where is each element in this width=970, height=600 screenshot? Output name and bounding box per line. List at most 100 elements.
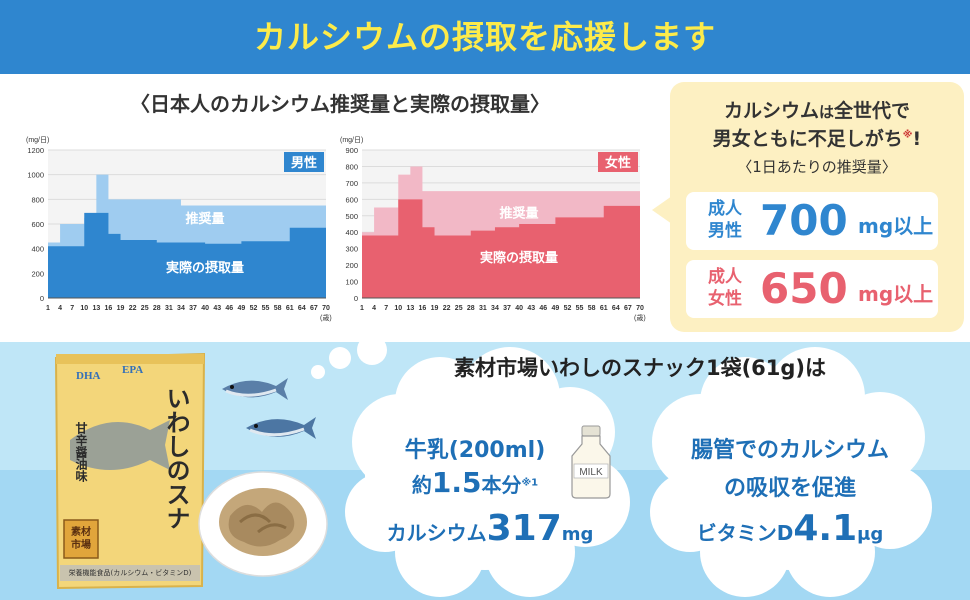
x-tick-label: 40: [515, 305, 523, 312]
male-chart: 0 200 400 600 800 1000 1200 1 4 7 10 13 16 19 22 25 28 31…: [26, 136, 332, 322]
info-ha: は: [818, 103, 834, 121]
female-value: 650: [760, 264, 848, 313]
y-axis-unit: (mg/日): [340, 136, 363, 144]
y-tick-label: 1000: [27, 171, 44, 180]
y-tick-label: 900: [345, 146, 358, 155]
y-tick-label: 500: [345, 212, 358, 221]
x-tick-label: 40: [201, 305, 209, 312]
x-tick-label: 61: [286, 305, 294, 312]
vitamin-value: 4.1: [793, 508, 858, 549]
y-axis-unit: (mg/日): [26, 136, 49, 144]
milk-equivalent-line-1: 牛乳(200ml): [380, 432, 570, 464]
y-tick-label: 0: [40, 294, 44, 303]
section-title: 〈日本人のカルシウム推奨量と実際の摂取量〉: [130, 92, 550, 116]
gender-badge-label: 男性: [291, 155, 317, 171]
x-tick-label: 4: [58, 305, 62, 312]
package-brand: 素材 市場: [71, 527, 91, 551]
milk-200ml: 牛乳(200ml): [404, 438, 546, 463]
info-note-mark: ※: [902, 129, 913, 141]
x-tick-label: 28: [467, 305, 475, 312]
vitamin-intestine: 腸管でのカルシウム: [690, 438, 889, 463]
female-unit: mg以上: [858, 282, 934, 306]
package-dha: DHA: [76, 370, 101, 382]
x-tick-label: 1: [360, 305, 364, 312]
calcium-value: 317: [486, 508, 562, 549]
x-tick-label: 10: [394, 305, 402, 312]
snack-plate: [198, 471, 328, 577]
bubble-small-2: [329, 347, 351, 369]
package-footer: 栄養機能食品(カルシウム・ビタミンD): [68, 569, 192, 577]
x-tick-label: 46: [539, 305, 547, 312]
female-label: 成人 女性: [708, 267, 742, 309]
sardine-icon-1: [222, 378, 288, 400]
x-tick-label: 67: [624, 305, 632, 312]
info-shortage: 男女ともに不足しがち: [712, 128, 903, 150]
package-epa: EPA: [122, 364, 144, 376]
vitamin-line-1: 腸管でのカルシウム: [690, 432, 890, 464]
y-tick-label: 100: [345, 278, 358, 287]
vitamin-line-3: ビタミンD4.1μg: [680, 508, 900, 549]
y-tick-label: 0: [354, 294, 358, 303]
x-tick-label: 67: [310, 305, 318, 312]
x-tick-label: 52: [564, 305, 572, 312]
milk-equivalent-line-2: 約1.5本分※1: [380, 466, 570, 499]
x-tick-label: 13: [406, 305, 414, 312]
sardine-icon-2: [246, 417, 316, 439]
y-tick-label: 800: [31, 195, 44, 204]
male-label: 成人 男性: [708, 199, 742, 241]
x-tick-label: 22: [129, 305, 137, 312]
x-tick-label: 61: [600, 305, 608, 312]
info-all-gen: 全世代で: [834, 100, 911, 122]
male-recommendation-card: 成人 男性 700 mg以上: [686, 192, 938, 250]
vitamin-label: ビタミンD: [696, 521, 794, 545]
series-actual-label: 実際の摂取量: [166, 260, 244, 276]
x-tick-label: 37: [189, 305, 197, 312]
x-tick-label: 58: [588, 305, 596, 312]
right-cloud-shape: [650, 347, 932, 597]
x-tick-label: 31: [479, 305, 487, 312]
x-tick-label: 31: [165, 305, 173, 312]
info-daily-label: 〈1日あたりの推奨量〉: [737, 158, 897, 176]
info-exclaim: !: [912, 128, 922, 150]
series-actual-area: [48, 212, 326, 298]
y-tick-label: 800: [345, 162, 358, 171]
x-tick-label: 43: [527, 305, 535, 312]
x-tick-label: 10: [80, 305, 88, 312]
y-tick-label: 600: [345, 195, 358, 204]
x-tick-label: 7: [384, 305, 388, 312]
x-tick-label: 70: [322, 305, 330, 312]
x-axis-unit: (歳): [634, 313, 646, 322]
x-tick-label: 43: [213, 305, 221, 312]
info-pointer: [652, 196, 672, 224]
package-bag: [54, 352, 206, 590]
x-tick-label: 52: [250, 305, 258, 312]
x-tick-label: 34: [491, 305, 499, 312]
info-line-1: カルシウムは全世代で: [670, 96, 964, 123]
x-tick-label: 58: [274, 305, 282, 312]
female-recommendation-card: 成人 女性 650 mg以上: [686, 260, 938, 318]
header-banner: カルシウムの摂取を応援します: [0, 0, 970, 74]
series-actual-label: 実際の摂取量: [480, 250, 558, 266]
x-tick-label: 4: [372, 305, 376, 312]
series-recommended-label: 推奨量: [499, 205, 538, 221]
x-tick-label: 55: [576, 305, 584, 312]
info-line-3: 〈1日あたりの推奨量〉: [670, 156, 964, 177]
calcium-unit: mg: [561, 524, 594, 545]
x-tick-label: 37: [503, 305, 511, 312]
x-tick-label: 34: [177, 305, 185, 312]
x-tick-label: 19: [431, 305, 439, 312]
y-tick-label: 1200: [27, 146, 44, 155]
y-tick-label: 400: [31, 245, 44, 254]
x-tick-label: 16: [105, 305, 113, 312]
x-tick-label: 49: [551, 305, 559, 312]
gender-badge: [598, 152, 638, 172]
calcium-label: カルシウム: [386, 521, 487, 545]
gender-badge: [284, 152, 324, 172]
x-tick-label: 28: [153, 305, 161, 312]
x-tick-label: 19: [117, 305, 125, 312]
header-title: カルシウムの摂取を応援します: [253, 18, 716, 56]
series-recommended-label: 推奨量: [185, 211, 224, 227]
milk-label: MILK: [579, 467, 603, 478]
y-tick-label: 600: [31, 220, 44, 229]
milk-count: 1.5: [431, 466, 482, 499]
